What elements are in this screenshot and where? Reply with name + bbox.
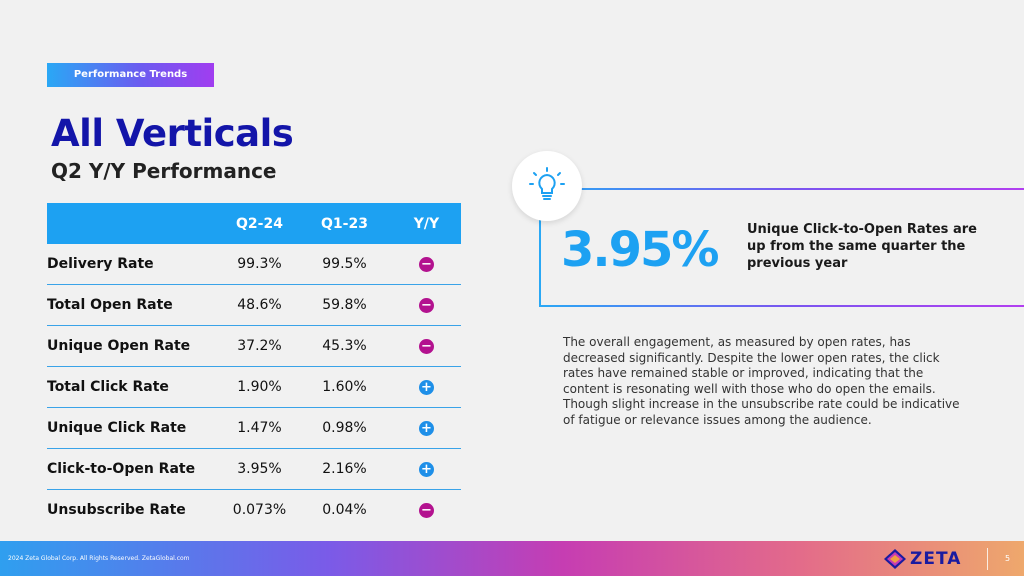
q2-24-value: 48.6% bbox=[222, 284, 297, 326]
page-subtitle: Q2 Y/Y Performance bbox=[51, 159, 277, 183]
callout-text: Unique Click-to-Open Rates are up from t… bbox=[747, 222, 977, 271]
yoy-cell: + bbox=[392, 448, 461, 490]
footer-bar: 2024 Zeta Global Corp. All Rights Reserv… bbox=[0, 541, 1024, 576]
decrease-icon: − bbox=[419, 257, 434, 272]
metric-label: Click-to-Open Rate bbox=[47, 448, 222, 490]
table-header-row: Q2-24 Q1-23 Y/Y bbox=[47, 203, 461, 244]
table-row: Total Open Rate 48.6% 59.8% − bbox=[47, 284, 461, 326]
q1-23-value: 1.60% bbox=[297, 366, 392, 408]
metric-label: Unique Click Rate bbox=[47, 407, 222, 449]
metric-label: Delivery Rate bbox=[47, 244, 222, 285]
q1-23-value: 0.98% bbox=[297, 407, 392, 449]
q2-24-value: 3.95% bbox=[222, 448, 297, 490]
page-title: All Verticals bbox=[51, 112, 294, 155]
metric-label: Unsubscribe Rate bbox=[47, 502, 186, 518]
header-yoy: Y/Y bbox=[392, 203, 461, 244]
table-row: Unique Click Rate 1.47% 0.98% + bbox=[47, 407, 461, 449]
q2-24-value: 1.90% bbox=[222, 366, 297, 408]
yoy-cell: − bbox=[392, 244, 461, 285]
q1-23-value: 0.04% bbox=[322, 502, 367, 518]
header-metric bbox=[47, 203, 222, 244]
increase-icon: + bbox=[419, 380, 434, 395]
q2-24-value: 37.2% bbox=[222, 325, 297, 367]
table-row: Click-to-Open Rate 3.95% 2.16% + bbox=[47, 448, 461, 490]
zeta-logo: ZETA bbox=[884, 549, 961, 569]
lightbulb-icon bbox=[529, 167, 565, 200]
table-row: Unsubscribe Rate 0.073% 0.04% − bbox=[47, 490, 461, 531]
q1-23-value: 45.3% bbox=[297, 325, 392, 367]
q1-23-value: 2.16% bbox=[297, 448, 392, 490]
summary-paragraph: The overall engagement, as measured by o… bbox=[563, 335, 960, 427]
zeta-logo-icon bbox=[884, 549, 906, 569]
yoy-cell: − bbox=[392, 284, 461, 326]
table-row: Unique Open Rate 37.2% 45.3% − bbox=[47, 325, 461, 367]
yoy-cell: − bbox=[392, 490, 461, 531]
decrease-icon: − bbox=[419, 298, 434, 313]
yoy-cell: + bbox=[392, 407, 461, 449]
increase-icon: + bbox=[419, 462, 434, 477]
q2-24-value: 99.3% bbox=[222, 244, 297, 285]
callout-box bbox=[539, 188, 1024, 307]
header-q2-24: Q2-24 bbox=[222, 203, 297, 244]
header-q1-23: Q1-23 bbox=[297, 203, 392, 244]
metric-label: Total Open Rate bbox=[47, 284, 222, 326]
copyright-text: 2024 Zeta Global Corp. All Rights Reserv… bbox=[8, 555, 190, 562]
yoy-cell: + bbox=[392, 366, 461, 408]
page-number: 5 bbox=[1005, 554, 1011, 563]
table-row: Delivery Rate 99.3% 99.5% − bbox=[47, 244, 461, 285]
callout-value: 3.95% bbox=[561, 222, 720, 278]
decrease-icon: − bbox=[419, 339, 434, 354]
decrease-icon: − bbox=[419, 503, 434, 518]
q2-24-value: 1.47% bbox=[222, 407, 297, 449]
metric-label: Unique Open Rate bbox=[47, 325, 222, 367]
lightbulb-badge bbox=[512, 151, 582, 221]
table-row: Total Click Rate 1.90% 1.60% + bbox=[47, 366, 461, 408]
metric-label: Total Click Rate bbox=[47, 366, 222, 408]
yoy-cell: − bbox=[392, 325, 461, 367]
section-badge: Performance Trends bbox=[47, 63, 214, 87]
q1-23-value: 59.8% bbox=[297, 284, 392, 326]
performance-table: Q2-24 Q1-23 Y/Y Delivery Rate 99.3% 99.5% −… bbox=[47, 203, 461, 530]
q2-24-value: 0.073% bbox=[232, 502, 287, 518]
footer-divider bbox=[987, 548, 988, 570]
increase-icon: + bbox=[419, 421, 434, 436]
q1-23-value: 99.5% bbox=[297, 244, 392, 285]
zeta-logo-text: ZETA bbox=[910, 549, 962, 569]
